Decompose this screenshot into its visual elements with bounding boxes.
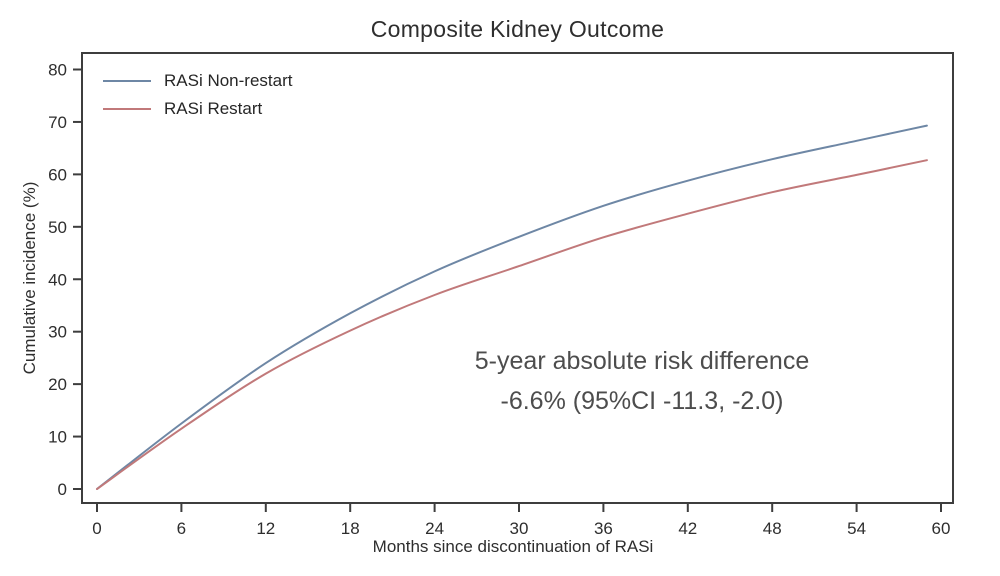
y-tick-label: 60: [48, 165, 67, 184]
x-tick-label: 60: [932, 519, 951, 538]
legend-label-restart: RASi Restart: [164, 99, 263, 118]
series-line-non-restart: [96, 124, 928, 490]
y-tick-label: 50: [48, 218, 67, 237]
legend-line-swatch-non-restart: [103, 80, 151, 82]
y-tick-label: 20: [48, 375, 67, 394]
y-tick-label: 10: [48, 428, 67, 447]
series-line-restart: [96, 159, 928, 490]
x-tick-label: 54: [847, 519, 866, 538]
x-tick-label: 0: [92, 519, 101, 538]
x-tick-label: 12: [256, 519, 275, 538]
x-axis-label: Months since discontinuation of RASi: [372, 537, 654, 556]
x-tick-label: 30: [510, 519, 529, 538]
annotation-line-2: -6.6% (95%CI -11.3, -2.0): [500, 387, 784, 415]
y-tick-label: 40: [48, 270, 67, 289]
y-tick-label: 70: [48, 113, 67, 132]
x-tick-label: 18: [341, 519, 360, 538]
legend-item-restart: RASi Restart: [103, 95, 292, 123]
annotation-line-1: 5-year absolute risk difference: [474, 347, 810, 375]
x-tick-label: 48: [763, 519, 782, 538]
x-tick-label: 24: [425, 519, 444, 538]
y-axis-label: Cumulative incidence (%): [20, 181, 39, 375]
legend-line-swatch-restart: [103, 108, 151, 110]
plot-frame: [81, 52, 954, 504]
x-tick-label: 36: [594, 519, 613, 538]
chart-title: Composite Kidney Outcome: [370, 16, 665, 42]
risk-difference-annotation: 5-year absolute risk difference -6.6% (9…: [475, 341, 809, 421]
y-tick-label: 0: [58, 480, 67, 499]
y-tick-label: 80: [48, 61, 67, 80]
x-tick-label: 42: [678, 519, 697, 538]
y-tick-label: 30: [48, 323, 67, 342]
legend-item-non-restart: RASi Non-restart: [103, 67, 292, 95]
x-tick-label: 6: [177, 519, 186, 538]
legend-label-non-restart: RASi Non-restart: [164, 71, 293, 90]
legend: RASi Non-restart RASi Restart: [103, 67, 292, 123]
